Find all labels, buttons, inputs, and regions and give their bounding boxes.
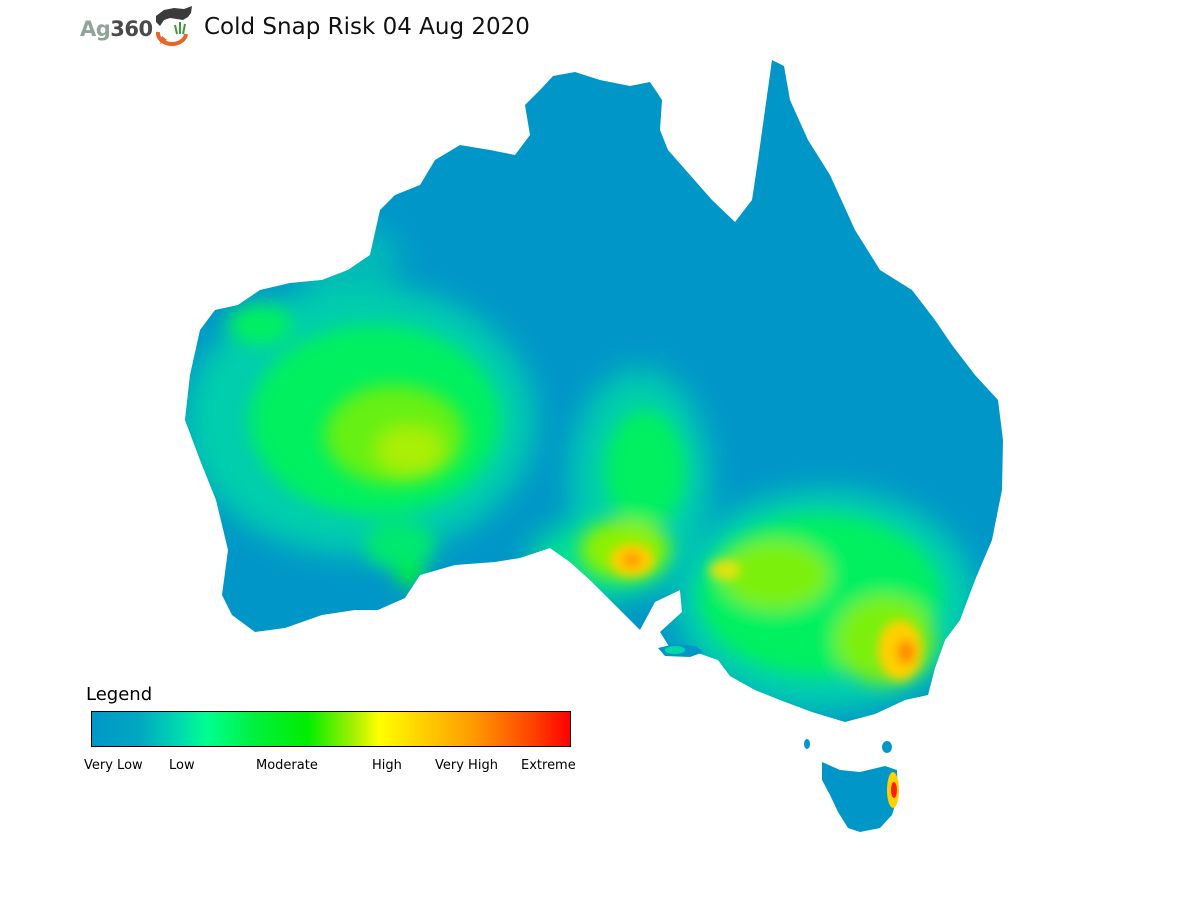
legend-label-extreme: Extreme (521, 758, 576, 773)
logo-text: Ag360 (80, 17, 153, 41)
header: Ag360 Cold Snap Risk 04 Aug 2020 (80, 6, 530, 48)
page-title: Cold Snap Risk 04 Aug 2020 (204, 14, 530, 40)
legend-label-moderate: Moderate (256, 758, 318, 773)
legend-label-high: High (372, 758, 402, 773)
legend-title: Legend (86, 684, 153, 705)
legend-label-low: Low (169, 758, 195, 773)
tasmania (804, 739, 899, 832)
ag360-logo: Ag360 (80, 6, 198, 48)
legend-label-very-high: Very High (435, 758, 498, 773)
legend-color-scale (91, 711, 571, 747)
risk-overlay (185, 225, 975, 710)
cow-and-wheat-logo-icon (155, 6, 192, 47)
legend-label-very-low: Very Low (84, 758, 143, 773)
